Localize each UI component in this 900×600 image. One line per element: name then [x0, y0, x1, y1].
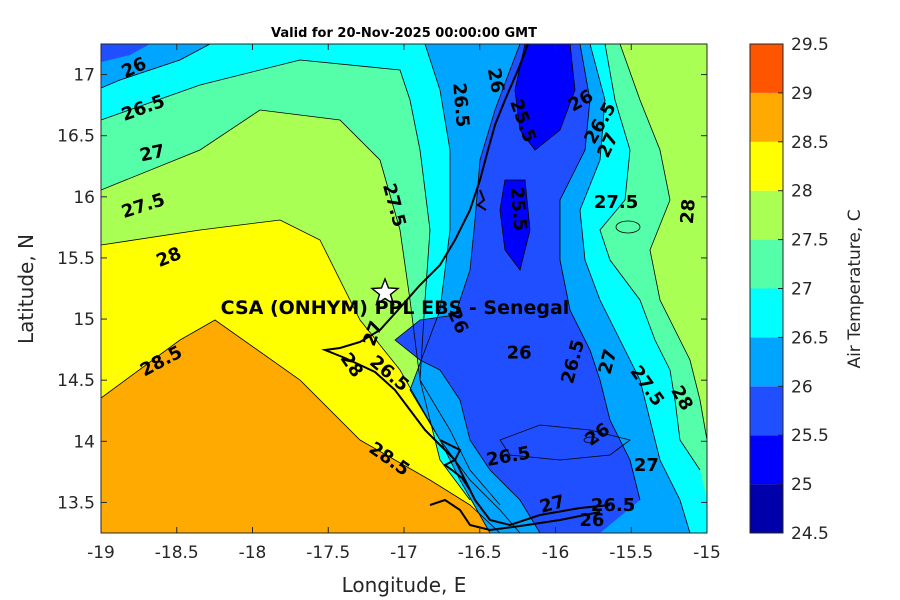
- site-label: CSA (ONHYM) PPL EBS - Senegal: [221, 297, 570, 319]
- colorbar: 24.5 25 25.5 26 26.5 27 27.5 28 28.5 29 29.5: [749, 35, 829, 544]
- colorbar-segment: [750, 386, 783, 436]
- colorbar-tick-label: 28.5: [791, 133, 829, 153]
- colorbar-segment: [750, 337, 783, 387]
- colorbar-tick-label: 29.5: [791, 35, 829, 55]
- y-tick-label: 13.5: [57, 493, 95, 513]
- contour-label: 26: [483, 66, 508, 94]
- contour-label: 28: [677, 198, 700, 225]
- contour-label: 26: [507, 342, 532, 363]
- x-tick-label: -19: [87, 543, 115, 563]
- y-tick-label: 16: [73, 188, 95, 208]
- chart-title: Valid for 20-Nov-2025 00:00:00 GMT: [271, 26, 537, 41]
- colorbar-tick-label: 25.5: [791, 426, 829, 446]
- y-axis-label: Latitude, N: [14, 234, 38, 344]
- region-level-25-5: [101, 44, 640, 533]
- contour-label: 26.5: [448, 82, 473, 128]
- x-axis-label: Longitude, E: [342, 573, 467, 597]
- x-axis: -19 -18.5 -18 -17.5 -17 -16.5 -16 -15.5 -15: [87, 44, 721, 563]
- y-tick-label: 14: [73, 432, 95, 452]
- plot-area: [101, 44, 707, 533]
- contour-label: 27.5: [594, 192, 638, 213]
- colorbar-label: Air Temperature, C: [845, 209, 865, 368]
- colorbar-segment: [750, 44, 783, 93]
- colorbar-tick-label: 28: [791, 182, 813, 202]
- colorbar-tick-label: 29: [791, 84, 813, 104]
- colorbar-segment: [750, 190, 783, 240]
- colorbar-segment: [750, 141, 783, 191]
- y-tick-label: 15.5: [57, 249, 95, 269]
- contour-label: 26.5: [591, 495, 635, 516]
- colorbar-tick-label: 24.5: [791, 524, 829, 544]
- colorbar-tick-label: 26: [791, 377, 813, 397]
- colorbar-segment: [750, 484, 783, 533]
- colorbar-segment: [750, 239, 783, 289]
- x-tick-label: -17.5: [306, 543, 350, 563]
- x-tick-label: -18.5: [155, 543, 199, 563]
- site-marker: CSA (ONHYM) PPL EBS - Senegal: [221, 277, 570, 319]
- contour-lines: [101, 44, 707, 533]
- region-level-25: [500, 44, 575, 270]
- y-tick-label: 14.5: [57, 371, 95, 391]
- y-tick-label: 17: [73, 66, 95, 86]
- x-tick-label: -15: [693, 543, 721, 563]
- colorbar-tick-label: 26.5: [791, 328, 829, 348]
- colorbar-segment: [750, 92, 783, 142]
- contour-label: 27: [634, 455, 659, 476]
- x-tick-label: -18: [239, 543, 267, 563]
- x-tick-label: -16.5: [458, 543, 502, 563]
- colorbar-tick-label: 27: [791, 280, 813, 300]
- y-tick-label: 16.5: [57, 127, 95, 147]
- colorbar-segment: [750, 288, 783, 338]
- contour-label: 25.5: [506, 186, 531, 232]
- star-icon: [370, 277, 400, 306]
- colorbar-segment: [750, 435, 783, 485]
- colorbar-tick-label: 25: [791, 475, 813, 495]
- contour-label: 26: [579, 510, 604, 531]
- x-tick-label: -15.5: [609, 543, 653, 563]
- y-axis: 13.5 14 14.5 15 15.5 16 16.5 17: [57, 66, 707, 513]
- x-tick-label: -17: [390, 543, 418, 563]
- contour-label: 27: [138, 141, 167, 167]
- x-tick-label: -16: [542, 543, 570, 563]
- colorbar-tick-label: 27.5: [791, 231, 829, 251]
- y-tick-label: 15: [73, 310, 95, 330]
